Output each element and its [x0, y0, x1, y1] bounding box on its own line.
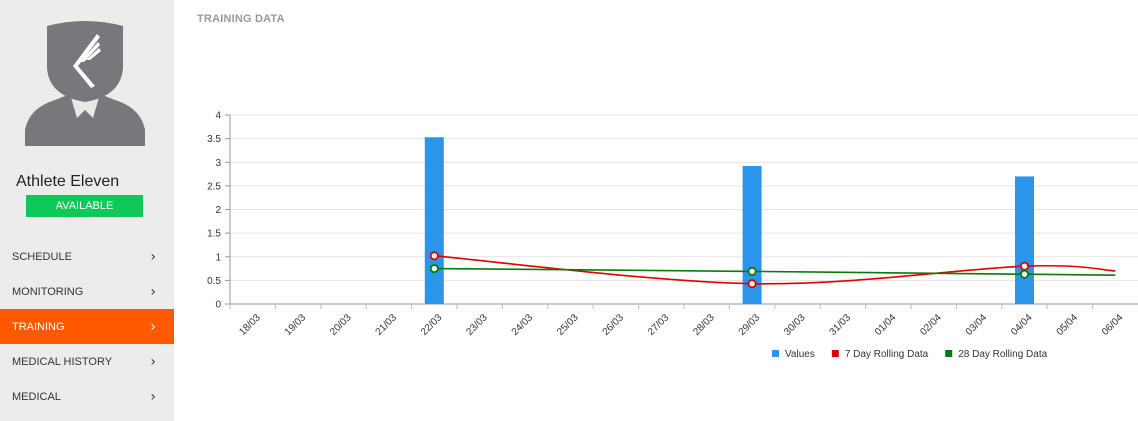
x-tick-label: 21/03: [374, 312, 400, 338]
x-tick-label: 20/03: [328, 312, 354, 338]
bar: [1015, 176, 1034, 304]
sidebar-item-label: MEDICAL: [12, 390, 61, 403]
sidebar-item-label: MEDICAL HISTORY: [12, 355, 113, 368]
x-tick-label: 27/03: [646, 312, 672, 338]
avatar-shoulders-shape: [25, 94, 145, 146]
sidebar-item-label: SCHEDULE: [12, 250, 72, 263]
x-tick-label: 22/03: [419, 312, 445, 338]
sidebar-item-medical-history[interactable]: MEDICAL HISTORY ›: [0, 344, 174, 379]
y-tick-label: 2.5: [207, 181, 221, 192]
series-line: [434, 255, 1116, 285]
bar: [424, 137, 444, 304]
x-tick-label: 25/03: [555, 312, 581, 338]
x-tick-label: 30/03: [782, 312, 808, 338]
data-point: [429, 251, 439, 261]
training-chart: 0 0.5 1 1.5 2 2.5 3 3.5 4 18/03 19/03 20/03 21/03 22/…: [207, 111, 1138, 360]
status-badge: AVAILABLE: [26, 195, 143, 217]
chevron-right-icon: ›: [150, 353, 156, 370]
x-tick-label: 28/03: [691, 312, 717, 338]
y-tick-label: 1.5: [207, 229, 221, 240]
x-tick-label: 01/04: [873, 312, 899, 338]
x-tick-label: 26/03: [601, 312, 627, 338]
data-point: [429, 264, 439, 274]
legend-swatch: [831, 350, 839, 357]
data-point: [1020, 261, 1030, 271]
legend-label: Values: [785, 349, 815, 360]
y-tick-label: 4: [215, 111, 221, 122]
chevron-right-icon: ›: [150, 248, 156, 265]
x-tick-label: 03/04: [964, 312, 990, 338]
sidebar-item-training[interactable]: TRAINING ›: [0, 309, 174, 344]
avatar-head-shape: [47, 21, 123, 102]
sidebar-item-label: TRAINING: [12, 320, 65, 333]
x-tick-label: 18/03: [237, 312, 263, 338]
x-tick-label: 06/04: [1100, 312, 1126, 338]
x-tick-label: 29/03: [737, 312, 763, 338]
bar: [742, 166, 762, 304]
chevron-right-icon: ›: [150, 318, 156, 335]
data-point: [747, 266, 757, 276]
y-tick-label: 2: [215, 205, 221, 216]
x-tick-label: 05/04: [1055, 312, 1081, 338]
legend-swatch: [945, 350, 953, 357]
legend-label: 28 Day Rolling Data: [958, 349, 1047, 360]
logo-icon: [73, 34, 101, 88]
sidebar-nav: SCHEDULE › MONITORING › TRAINING › MEDIC…: [0, 239, 174, 414]
x-tick-label: 02/04: [918, 312, 944, 338]
sidebar-item-schedule[interactable]: SCHEDULE ›: [0, 239, 174, 274]
data-point: [1020, 269, 1030, 279]
y-tick-label: 3: [215, 158, 221, 169]
sidebar-item-medical[interactable]: MEDICAL ›: [0, 379, 174, 414]
chevron-right-icon: ›: [150, 388, 156, 405]
x-tick-label: 31/03: [828, 312, 854, 338]
sidebar-item-monitoring[interactable]: MONITORING ›: [0, 274, 174, 309]
data-point: [747, 279, 757, 289]
y-tick-label: 1: [215, 252, 221, 263]
x-tick-label: 23/03: [464, 312, 490, 338]
x-tick-label: 04/04: [1009, 312, 1035, 338]
sidebar-item-label: MONITORING: [12, 285, 84, 298]
x-tick-label: 19/03: [283, 312, 309, 338]
x-tick-label: 24/03: [510, 312, 536, 338]
athlete-name: Athlete Eleven: [16, 173, 120, 190]
sidebar: Athlete Eleven AVAILABLE SCHEDULE › MONI…: [0, 0, 174, 421]
series-line: [434, 267, 1116, 276]
chevron-right-icon: ›: [150, 283, 156, 300]
legend-label: 7 Day Rolling Data: [845, 349, 929, 360]
page-title: TRAINING DATA: [197, 13, 285, 25]
y-tick-label: 3.5: [207, 134, 221, 145]
y-tick-label: 0.5: [207, 276, 221, 287]
legend-swatch: [772, 350, 779, 357]
athlete-avatar: [25, 21, 145, 146]
y-tick-label: 0: [215, 300, 221, 311]
